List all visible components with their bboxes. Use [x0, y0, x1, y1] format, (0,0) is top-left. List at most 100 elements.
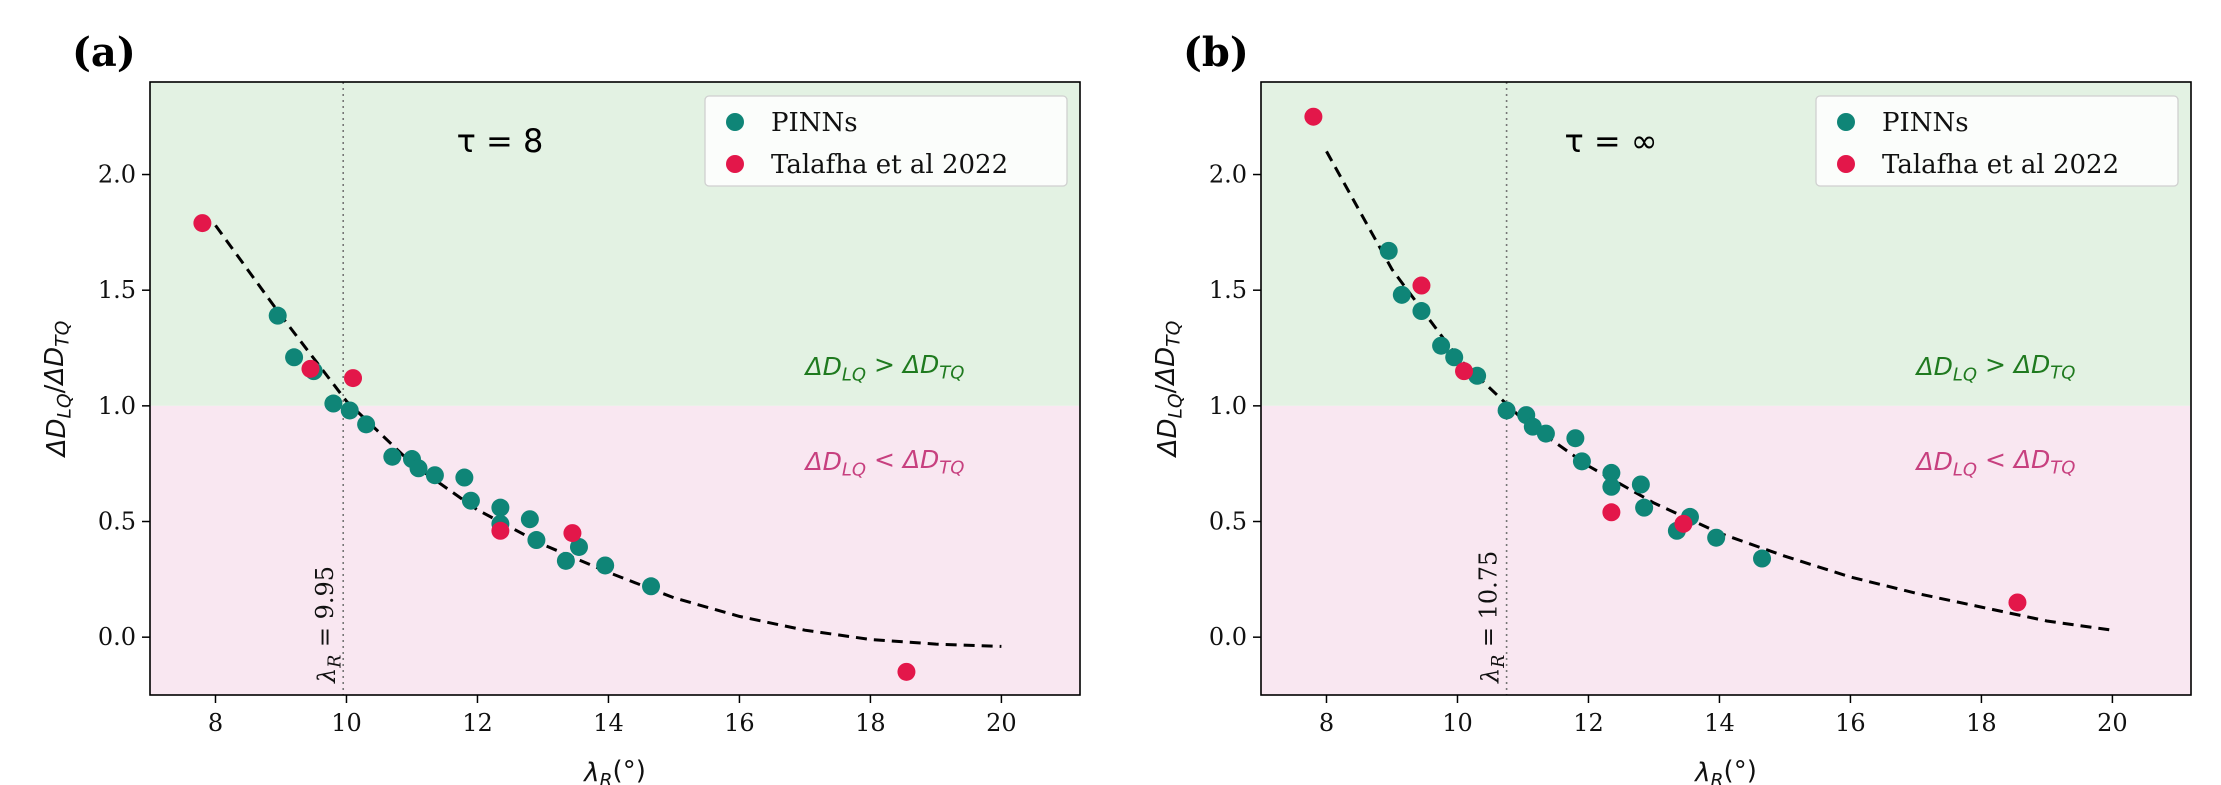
talafha-point [1674, 514, 1693, 533]
pinns-point [1602, 463, 1621, 482]
tau-label: τ = 8 [457, 122, 544, 160]
legend-entry: Talafha et al 2022 [771, 150, 1008, 180]
pinns-point [1392, 285, 1411, 304]
x-axis-label: λR​(°) [1693, 756, 1757, 785]
pinns-point [556, 551, 575, 570]
pinns-point [340, 401, 359, 420]
y-tick-label: 0.5 [1209, 508, 1247, 536]
pinns-point [1412, 302, 1431, 321]
tau-label: τ = ∞ [1564, 122, 1657, 160]
panel-b: λR​ = 10.7581012141618200.00.51.01.52.0λ… [1151, 29, 2192, 785]
x-tick-label: 14 [1704, 709, 1735, 737]
y-tick-label: 0.0 [98, 623, 136, 651]
pinns-point [1536, 424, 1555, 443]
panel-label: (a) [72, 29, 136, 76]
pinns-point [1432, 336, 1451, 355]
series-pinns [268, 306, 661, 596]
legend: PINNs Talafha et al 2022 [1815, 95, 2179, 187]
legend-box [1815, 95, 2179, 187]
axes-frame [1260, 81, 2192, 696]
pinns-point [1566, 429, 1585, 448]
series-talafha [1304, 107, 2027, 612]
region-lower-label: ΔDLQ​ < ΔDTQ​ [1915, 445, 2076, 481]
lower-region [150, 405, 1080, 695]
pinns-point [569, 537, 588, 556]
pinns-point [596, 556, 615, 575]
legend-marker [1837, 155, 1855, 173]
pinns-point [527, 531, 546, 550]
pinns-point [455, 468, 474, 487]
lower-region [1261, 405, 2191, 695]
legend-marker [726, 113, 744, 131]
x-tick-label: 10 [331, 709, 362, 737]
talafha-point [897, 662, 916, 681]
pinns-point [1379, 241, 1398, 260]
x-tick-label: 18 [855, 709, 886, 737]
y-axis-label: ΔDLQ​/ΔDTQ​ [1151, 321, 1187, 459]
x-tick-label: 8 [1319, 709, 1334, 737]
pinns-point [268, 306, 287, 325]
legend-entry: PINNs [771, 108, 858, 138]
pinns-point [1572, 452, 1591, 471]
pinns-point [383, 447, 402, 466]
x-tick-label: 20 [986, 709, 1017, 737]
legend-entry: PINNs [1882, 108, 1969, 138]
x-tick-label: 16 [724, 709, 755, 737]
talafha-point [563, 524, 582, 543]
y-tick-label: 2.0 [98, 161, 136, 189]
x-tick-label: 20 [2097, 709, 2128, 737]
pinns-point [409, 459, 428, 478]
pinns-point [285, 348, 304, 367]
pinns-point [1753, 549, 1772, 568]
y-tick-label: 0.5 [98, 508, 136, 536]
x-tick-label: 16 [1835, 709, 1866, 737]
talafha-point [1412, 276, 1431, 295]
x-tick-label: 8 [208, 709, 223, 737]
talafha-point [1602, 503, 1621, 522]
x-tick-label: 12 [462, 709, 493, 737]
series-talafha [193, 214, 916, 681]
legend-box [704, 95, 1068, 187]
pinns-point [491, 498, 510, 517]
pinns-point [1635, 498, 1654, 517]
pinns-point [1497, 401, 1516, 420]
y-tick-label: 1.5 [1209, 276, 1247, 304]
y-tick-label: 1.5 [98, 276, 136, 304]
x-tick-label: 10 [1442, 709, 1473, 737]
legend: PINNs Talafha et al 2022 [704, 95, 1068, 187]
talafha-point [301, 359, 320, 378]
y-tick-label: 2.0 [1209, 161, 1247, 189]
x-tick-label: 14 [593, 709, 624, 737]
talafha-point [344, 369, 363, 388]
pinns-point [357, 415, 376, 434]
talafha-point [193, 214, 212, 233]
y-tick-label: 1.0 [98, 392, 136, 420]
pinns-point [425, 466, 444, 485]
legend-entry: Talafha et al 2022 [1882, 150, 2119, 180]
legend-marker [1837, 113, 1855, 131]
pinns-point [1707, 528, 1726, 547]
pinns-point [520, 510, 539, 529]
y-tick-label: 1.0 [1209, 392, 1247, 420]
talafha-point [1455, 362, 1474, 381]
y-axis-label: ΔDLQ​/ΔDTQ​ [40, 321, 76, 459]
panel-a: λR​ = 9.9581012141618200.00.51.01.52.0λR… [40, 29, 1081, 785]
pinns-point [461, 491, 480, 510]
axes-frame [149, 81, 1081, 696]
x-tick-label: 18 [1966, 709, 1997, 737]
talafha-point [1304, 107, 1323, 126]
pinns-point [1631, 475, 1650, 494]
pinns-point [1602, 477, 1621, 496]
panel-label: (b) [1183, 29, 1249, 76]
pinns-point [324, 394, 343, 413]
pinns-point [1445, 348, 1464, 367]
talafha-point [491, 521, 510, 540]
fit-curve [214, 224, 1002, 648]
pinns-point [642, 577, 661, 596]
x-axis-label: λR​(°) [582, 756, 646, 785]
legend-marker [726, 155, 744, 173]
x-tick-label: 12 [1573, 709, 1604, 737]
y-tick-label: 0.0 [1209, 623, 1247, 651]
talafha-point [2008, 593, 2027, 612]
